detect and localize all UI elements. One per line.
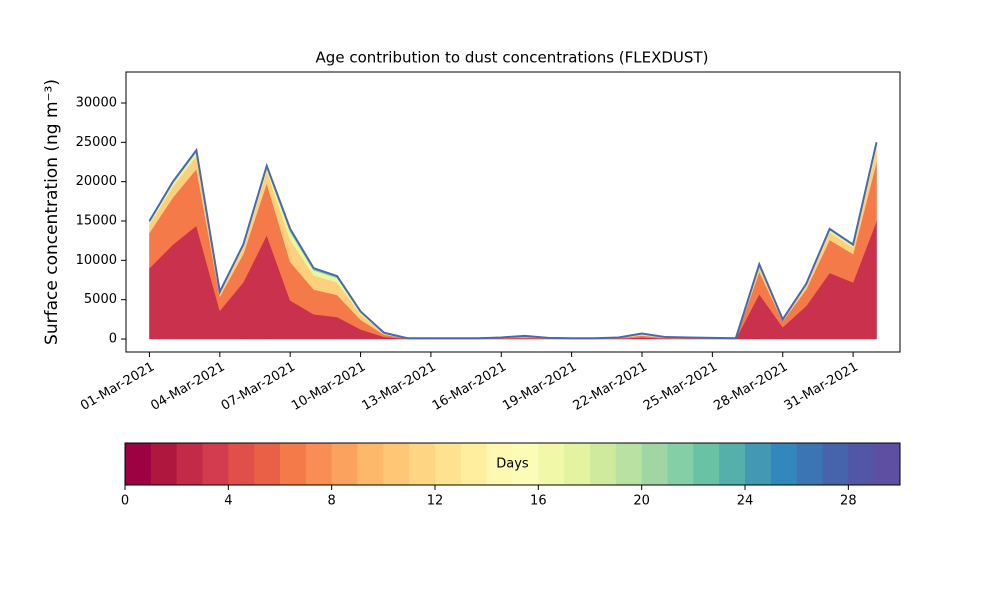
colorbar-swatch xyxy=(254,443,281,485)
y-tick-label: 25000 xyxy=(76,135,117,150)
y-axis-label: Surface concentration (ng m⁻³) xyxy=(42,79,62,345)
colorbar-swatch xyxy=(357,443,384,485)
colorbar-swatch xyxy=(125,443,152,485)
x-tick-label: 22-Mar-2021 xyxy=(571,360,650,414)
colorbar-swatch xyxy=(693,443,720,485)
colorbar-swatch xyxy=(460,443,488,485)
colorbar-tick-label: 28 xyxy=(840,494,857,509)
colorbar-tick-label: 12 xyxy=(427,494,444,509)
colorbar-swatch xyxy=(512,443,539,485)
x-tick-label: 19-Mar-2021 xyxy=(500,360,579,414)
colorbar-tick-label: 20 xyxy=(633,494,650,509)
colorbar-tick-label: 8 xyxy=(328,494,336,509)
plot-frame xyxy=(125,71,901,353)
colorbar-swatch xyxy=(435,443,462,485)
colorbar-swatch xyxy=(409,443,436,485)
x-tick-label: 28-Mar-2021 xyxy=(711,360,790,414)
colorbar-swatch xyxy=(615,443,643,485)
colorbar-swatch xyxy=(719,443,746,485)
colorbar-swatch xyxy=(383,443,410,485)
x-tick-label: 01-Mar-2021 xyxy=(78,360,157,414)
y-tick-label: 0 xyxy=(109,332,117,347)
colorbar-swatch xyxy=(331,443,358,485)
colorbar-swatch xyxy=(848,443,875,485)
colorbar-swatch xyxy=(202,443,229,485)
x-tick-label: 25-Mar-2021 xyxy=(641,360,720,414)
colorbar-swatch xyxy=(667,443,694,485)
y-tick-label: 15000 xyxy=(76,214,117,229)
colorbar-tick-label: 24 xyxy=(737,494,754,509)
colorbar-swatch xyxy=(745,443,772,485)
y-tick-label: 30000 xyxy=(76,95,117,110)
colorbar-swatch xyxy=(486,443,513,485)
x-tick-label: 04-Mar-2021 xyxy=(148,360,227,414)
colorbar-label: Days xyxy=(496,457,529,472)
colorbar-swatch xyxy=(796,443,823,485)
colorbar-frame xyxy=(124,442,901,486)
colorbar-swatch xyxy=(641,443,668,485)
colorbar-swatch xyxy=(305,443,333,485)
x-tick-label: 10-Mar-2021 xyxy=(289,360,368,414)
colorbar-swatch xyxy=(822,443,849,485)
colorbar-swatch xyxy=(150,443,178,485)
colorbar-tick-label: 16 xyxy=(530,494,547,509)
colorbar-swatch xyxy=(538,443,565,485)
colorbar-swatch xyxy=(564,443,591,485)
chart-title: Age contribution to dust concentrations … xyxy=(316,49,709,67)
colorbar-swatch xyxy=(176,443,203,485)
x-tick-label: 07-Mar-2021 xyxy=(219,360,298,414)
total-outline xyxy=(148,142,878,340)
y-tick-label: 5000 xyxy=(84,292,117,307)
colorbar-swatch xyxy=(228,443,255,485)
colorbar-tick-label: 4 xyxy=(224,494,232,509)
x-tick-label: 13-Mar-2021 xyxy=(360,360,439,414)
y-tick-label: 20000 xyxy=(76,174,117,189)
x-tick-label: 31-Mar-2021 xyxy=(782,360,861,414)
colorbar-tick-label: 0 xyxy=(121,494,129,509)
colorbar-swatch xyxy=(770,443,798,485)
y-tick-label: 10000 xyxy=(76,253,117,268)
colorbar-swatch xyxy=(874,443,901,485)
colorbar-swatch xyxy=(590,443,617,485)
x-tick-label: 16-Mar-2021 xyxy=(430,360,509,414)
colorbar-swatch xyxy=(280,443,307,485)
